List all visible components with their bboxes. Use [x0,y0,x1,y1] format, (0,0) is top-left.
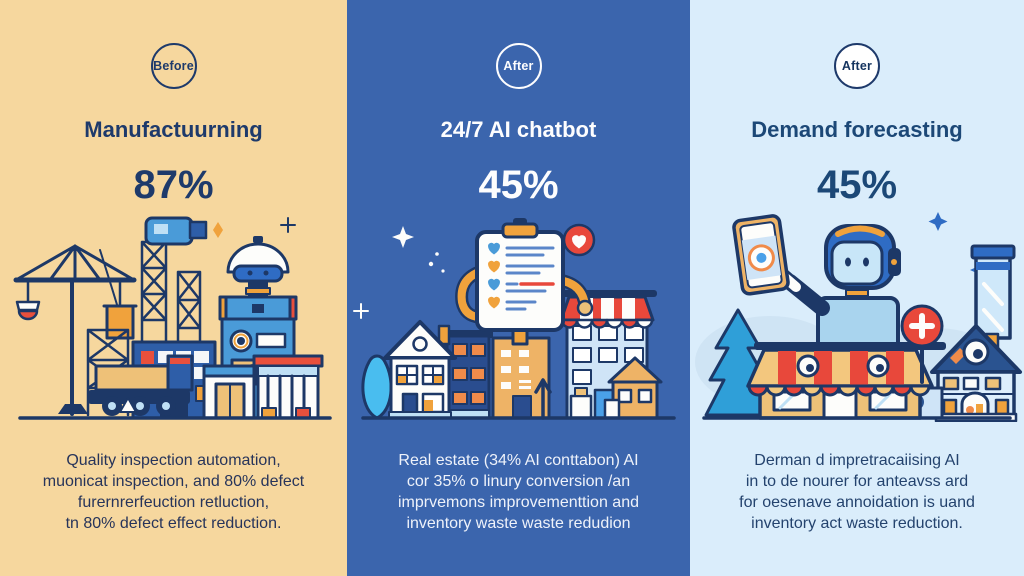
panel-ai-chatbot: After 24/7 AI chatbot 45% [347,0,690,576]
panel-manufacturing: Before Manufactuurning 87% [0,0,347,576]
desc-line: inventory act waste reduction. [751,515,963,533]
panel-title: Manufactuurning [84,117,263,142]
desc-line: inventory waste waste redudion [406,515,631,533]
checklist-scene-icon [353,218,676,421]
desc-line: Real estate (34% AI conttabon) AI [398,452,639,470]
desc-line: tn 80% defect effect reduction. [65,515,282,533]
panel-percent: 45% [478,163,559,208]
badge-label: After [503,59,534,73]
factory-scene-icon [13,216,332,421]
desc-line: for oesenave annoidation is uand [739,494,975,512]
panel-percent: 87% [133,163,214,208]
desc-line: cor 35% o linury conversion /an [406,473,631,491]
desc-line: imprvemons improvementtion and [398,494,639,512]
desc-line: furernrerfeuction retluction, [77,494,270,512]
robot-store-illustration [690,210,1024,423]
desc-line: Derman d impretracaiising AI [754,452,960,470]
desc-line: Quality inspection automation, [66,452,281,470]
desc-line: in to de nourer for anteavss ard [745,473,969,491]
badge-label: Before [153,59,194,73]
panel-demand-forecasting: After Demand forecasting 45% [690,0,1024,576]
panel-title: 24/7 AI chatbot [440,117,597,142]
badge-before: Before [150,43,197,89]
badge-after: After [495,43,542,89]
panel-description: Quality inspection automation, muonicat … [43,451,305,535]
panel-description: Real estate (34% AI conttabon) AI cor 35… [398,451,639,535]
panel-description: Derman d impretracaiising AI in to de no… [739,451,975,535]
real-estate-illustration [347,210,690,422]
badge-label: After [841,59,873,73]
desc-line: muonicat inspection, and 80% defect [42,473,305,491]
robot-scene-icon [695,212,1022,423]
panel-title: Demand forecasting [751,117,963,142]
panel-percent: 45% [816,163,898,208]
badge-after: After [834,43,880,89]
factory-illustration [0,210,347,422]
